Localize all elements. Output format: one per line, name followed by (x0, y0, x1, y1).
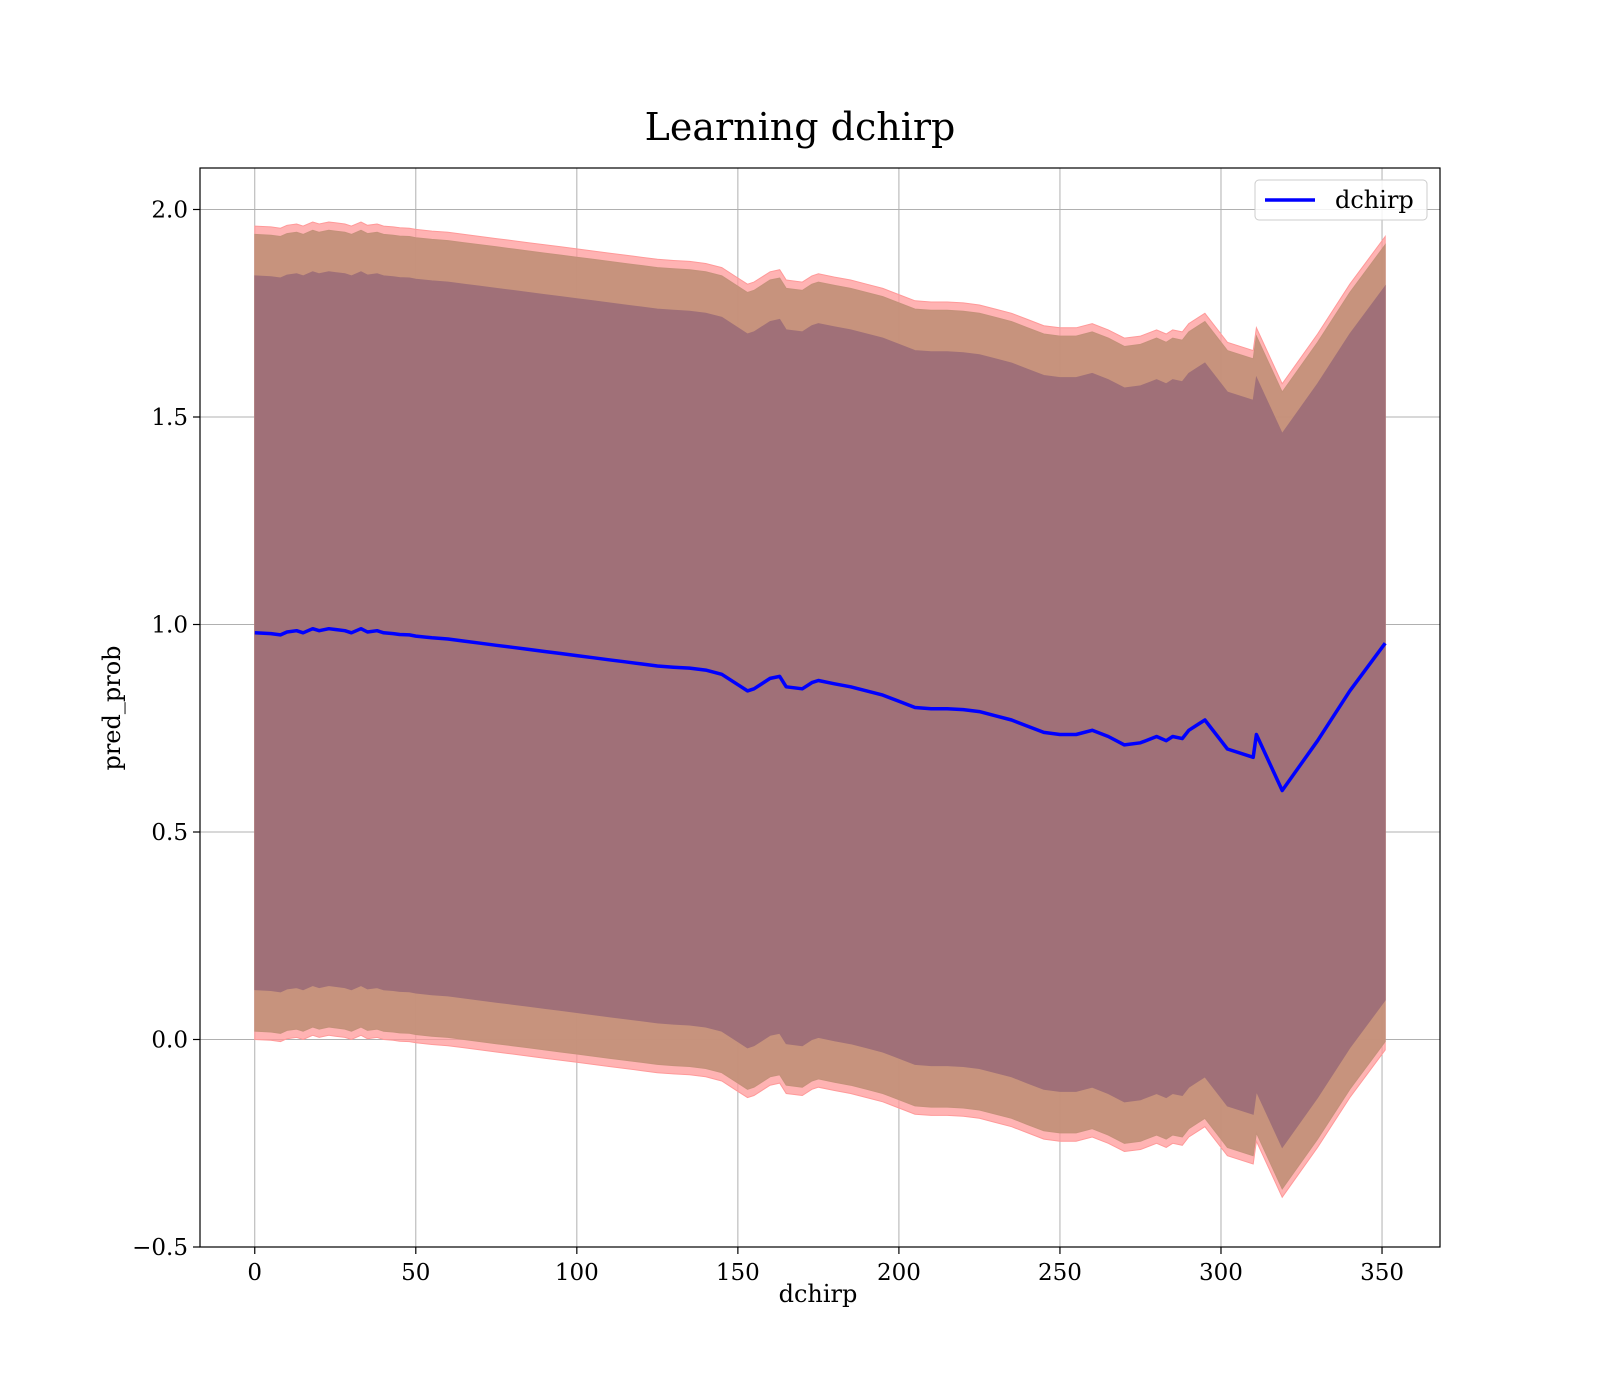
y-tick-label: 1.0 (151, 613, 188, 639)
plot-frame (199, 167, 1441, 1248)
y-tick-label: 2.0 (151, 198, 188, 224)
x-tick-label: 200 (877, 1260, 921, 1286)
y-axis-label: pred_prob (98, 645, 126, 770)
x-tick-label: 250 (1038, 1260, 1082, 1286)
x-tick-label: 350 (1360, 1260, 1404, 1286)
series-line-dchirp (254, 626, 1387, 793)
x-tick-label: 150 (716, 1260, 760, 1286)
chart-title: Learning dchirp (645, 105, 956, 149)
legend: dchirp (1254, 179, 1428, 221)
x-tick-label: 0 (247, 1260, 262, 1286)
y-tick-label: −0.5 (132, 1235, 188, 1261)
series-lines (254, 626, 1387, 793)
bands (254, 221, 1386, 1199)
x-tick-label: 100 (555, 1260, 599, 1286)
x-axis-label: dchirp (779, 1280, 858, 1308)
axes: 0 50 100 150 200 250 300 350 −0.5 0.0 0.5 1.0 1.5 2.0 (132, 167, 1441, 1286)
legend-label: dchirp (1335, 186, 1414, 214)
x-tick-label: 50 (401, 1260, 430, 1286)
y-tick-label: 0.5 (151, 820, 188, 846)
y-tick-label: 0.0 (151, 1028, 188, 1054)
band-inner (254, 271, 1386, 1149)
legend-box (1254, 179, 1428, 221)
y-tick-label: 1.5 (151, 405, 188, 431)
x-tick-label: 300 (1199, 1260, 1243, 1286)
